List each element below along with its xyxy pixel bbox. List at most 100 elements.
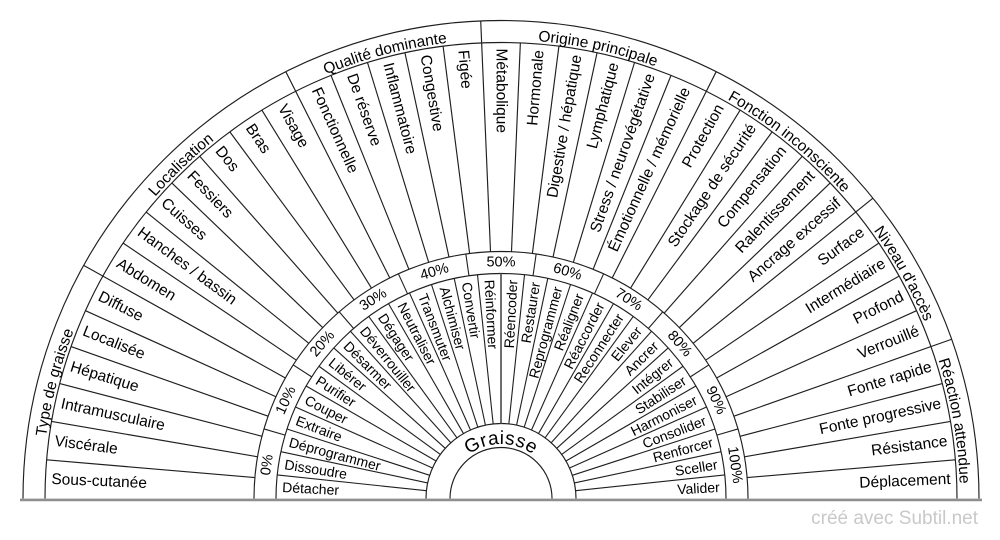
action-divider-line	[531, 292, 594, 431]
percent-divider-line	[593, 273, 605, 295]
ring-arc	[449, 447, 553, 499]
item-divider-line	[199, 155, 339, 314]
percent-divider-line	[716, 428, 739, 436]
item-label: Fonte progressive	[818, 395, 943, 438]
action-divider-line	[305, 385, 437, 462]
item-label: Ralentissement	[732, 167, 819, 256]
item-divider-line	[744, 420, 951, 458]
action-divider-line	[523, 284, 572, 428]
percent-divider-line	[292, 364, 313, 378]
item-label: Digestive / hépatique	[544, 54, 585, 200]
percent-label: 100%	[724, 445, 745, 484]
item-divider-line	[145, 211, 310, 344]
action-divider-line	[538, 303, 614, 434]
action-divider-line	[408, 292, 471, 431]
action-divider-line	[476, 274, 494, 424]
item-label: Hormonale	[524, 49, 547, 126]
item-label: Surface	[815, 224, 868, 269]
action-divider-line	[550, 330, 652, 444]
item-label: De réserve	[343, 71, 384, 148]
item-label: Verrouillé	[855, 323, 921, 363]
item-label: Visage	[274, 101, 312, 150]
percent-divider-line	[689, 364, 710, 378]
item-divider-line	[531, 46, 560, 254]
percent-label: 80%	[664, 328, 695, 360]
item-label: Fonte rapide	[846, 359, 934, 401]
item-divider-line	[70, 346, 269, 417]
category-header-text: Type de graisse	[33, 326, 77, 437]
item-label: Déplacement	[859, 471, 952, 492]
action-divider-line	[575, 474, 725, 492]
ring-arc	[22, 20, 980, 499]
action-divider-line	[516, 278, 549, 426]
ring-arc	[44, 42, 958, 499]
percent-label: 40%	[418, 260, 450, 284]
item-label: Dos	[212, 143, 243, 175]
center-title: Graisse	[461, 428, 542, 459]
item-label: Congestive	[417, 54, 447, 133]
percent-label: 90%	[702, 384, 729, 417]
action-divider-line	[295, 406, 433, 469]
action-divider-line	[368, 316, 458, 439]
sector-divider-lines	[46, 20, 956, 492]
category-header-text: Réaction attendue	[935, 356, 973, 484]
item-label: Localisée	[80, 323, 147, 363]
category-header: Type de graisse	[33, 326, 77, 437]
category-boundary-line	[611, 71, 717, 279]
item-divider-line	[85, 310, 277, 398]
item-label: Lymphatique	[584, 61, 623, 151]
category-boundary-line	[733, 338, 952, 417]
action-divider-line	[286, 428, 430, 476]
action-divider-line	[572, 428, 716, 476]
item-divider-line	[705, 242, 880, 361]
action-divider-line	[544, 316, 634, 439]
action-divider-line	[350, 330, 452, 444]
item-divider-line	[716, 275, 900, 379]
percent-divider-line	[338, 311, 355, 329]
item-divider-line	[663, 155, 803, 314]
item-divider-line	[442, 46, 471, 254]
category-header-text: Origine principale	[538, 28, 660, 70]
percent-divider-line	[263, 428, 286, 436]
action-divider-line	[277, 474, 427, 492]
percent-label: 60%	[551, 260, 583, 284]
ring-arc	[425, 423, 577, 499]
item-divider-line	[747, 459, 956, 479]
action-divider-line	[508, 274, 526, 424]
action-divider-line	[280, 451, 428, 484]
action-divider-line	[453, 278, 486, 426]
category-boundary-line	[480, 20, 492, 252]
item-divider-line	[330, 75, 410, 270]
item-divider-line	[261, 109, 372, 289]
item-label: Hépatique	[68, 359, 141, 396]
item-divider-line	[572, 62, 636, 263]
action-divider-line	[388, 303, 464, 434]
category-header: Réaction attendue	[935, 356, 973, 484]
percent-divider-line	[397, 273, 409, 295]
item-label: Bras	[242, 121, 274, 157]
item-divider-line	[510, 42, 521, 252]
item-label: Inflammatoire	[379, 61, 419, 156]
action-divider-line	[333, 347, 446, 449]
action-divider-line	[318, 365, 441, 455]
item-divider-line	[366, 62, 430, 263]
item-divider-line	[678, 182, 831, 329]
percent-divider-line	[465, 253, 470, 276]
percent-label: 30%	[357, 285, 390, 314]
credit-text: créé avec Subtil.net	[811, 508, 978, 529]
percent-label: 0%	[258, 453, 277, 476]
item-label: Diffuse	[95, 288, 145, 325]
item-divider-line	[552, 52, 598, 258]
item-label: Métabolique	[493, 49, 510, 133]
percent-label: 10%	[273, 384, 300, 417]
center-title-text: Graisse	[461, 428, 542, 459]
action-label: Détacher	[282, 479, 340, 498]
item-divider-line	[122, 242, 297, 361]
ring-arc	[253, 250, 749, 499]
item-divider-line	[404, 52, 450, 258]
percent-divider-line	[532, 253, 537, 276]
action-divider-line	[561, 365, 684, 455]
item-divider-line	[739, 383, 943, 437]
item-label: Profond	[851, 288, 907, 328]
